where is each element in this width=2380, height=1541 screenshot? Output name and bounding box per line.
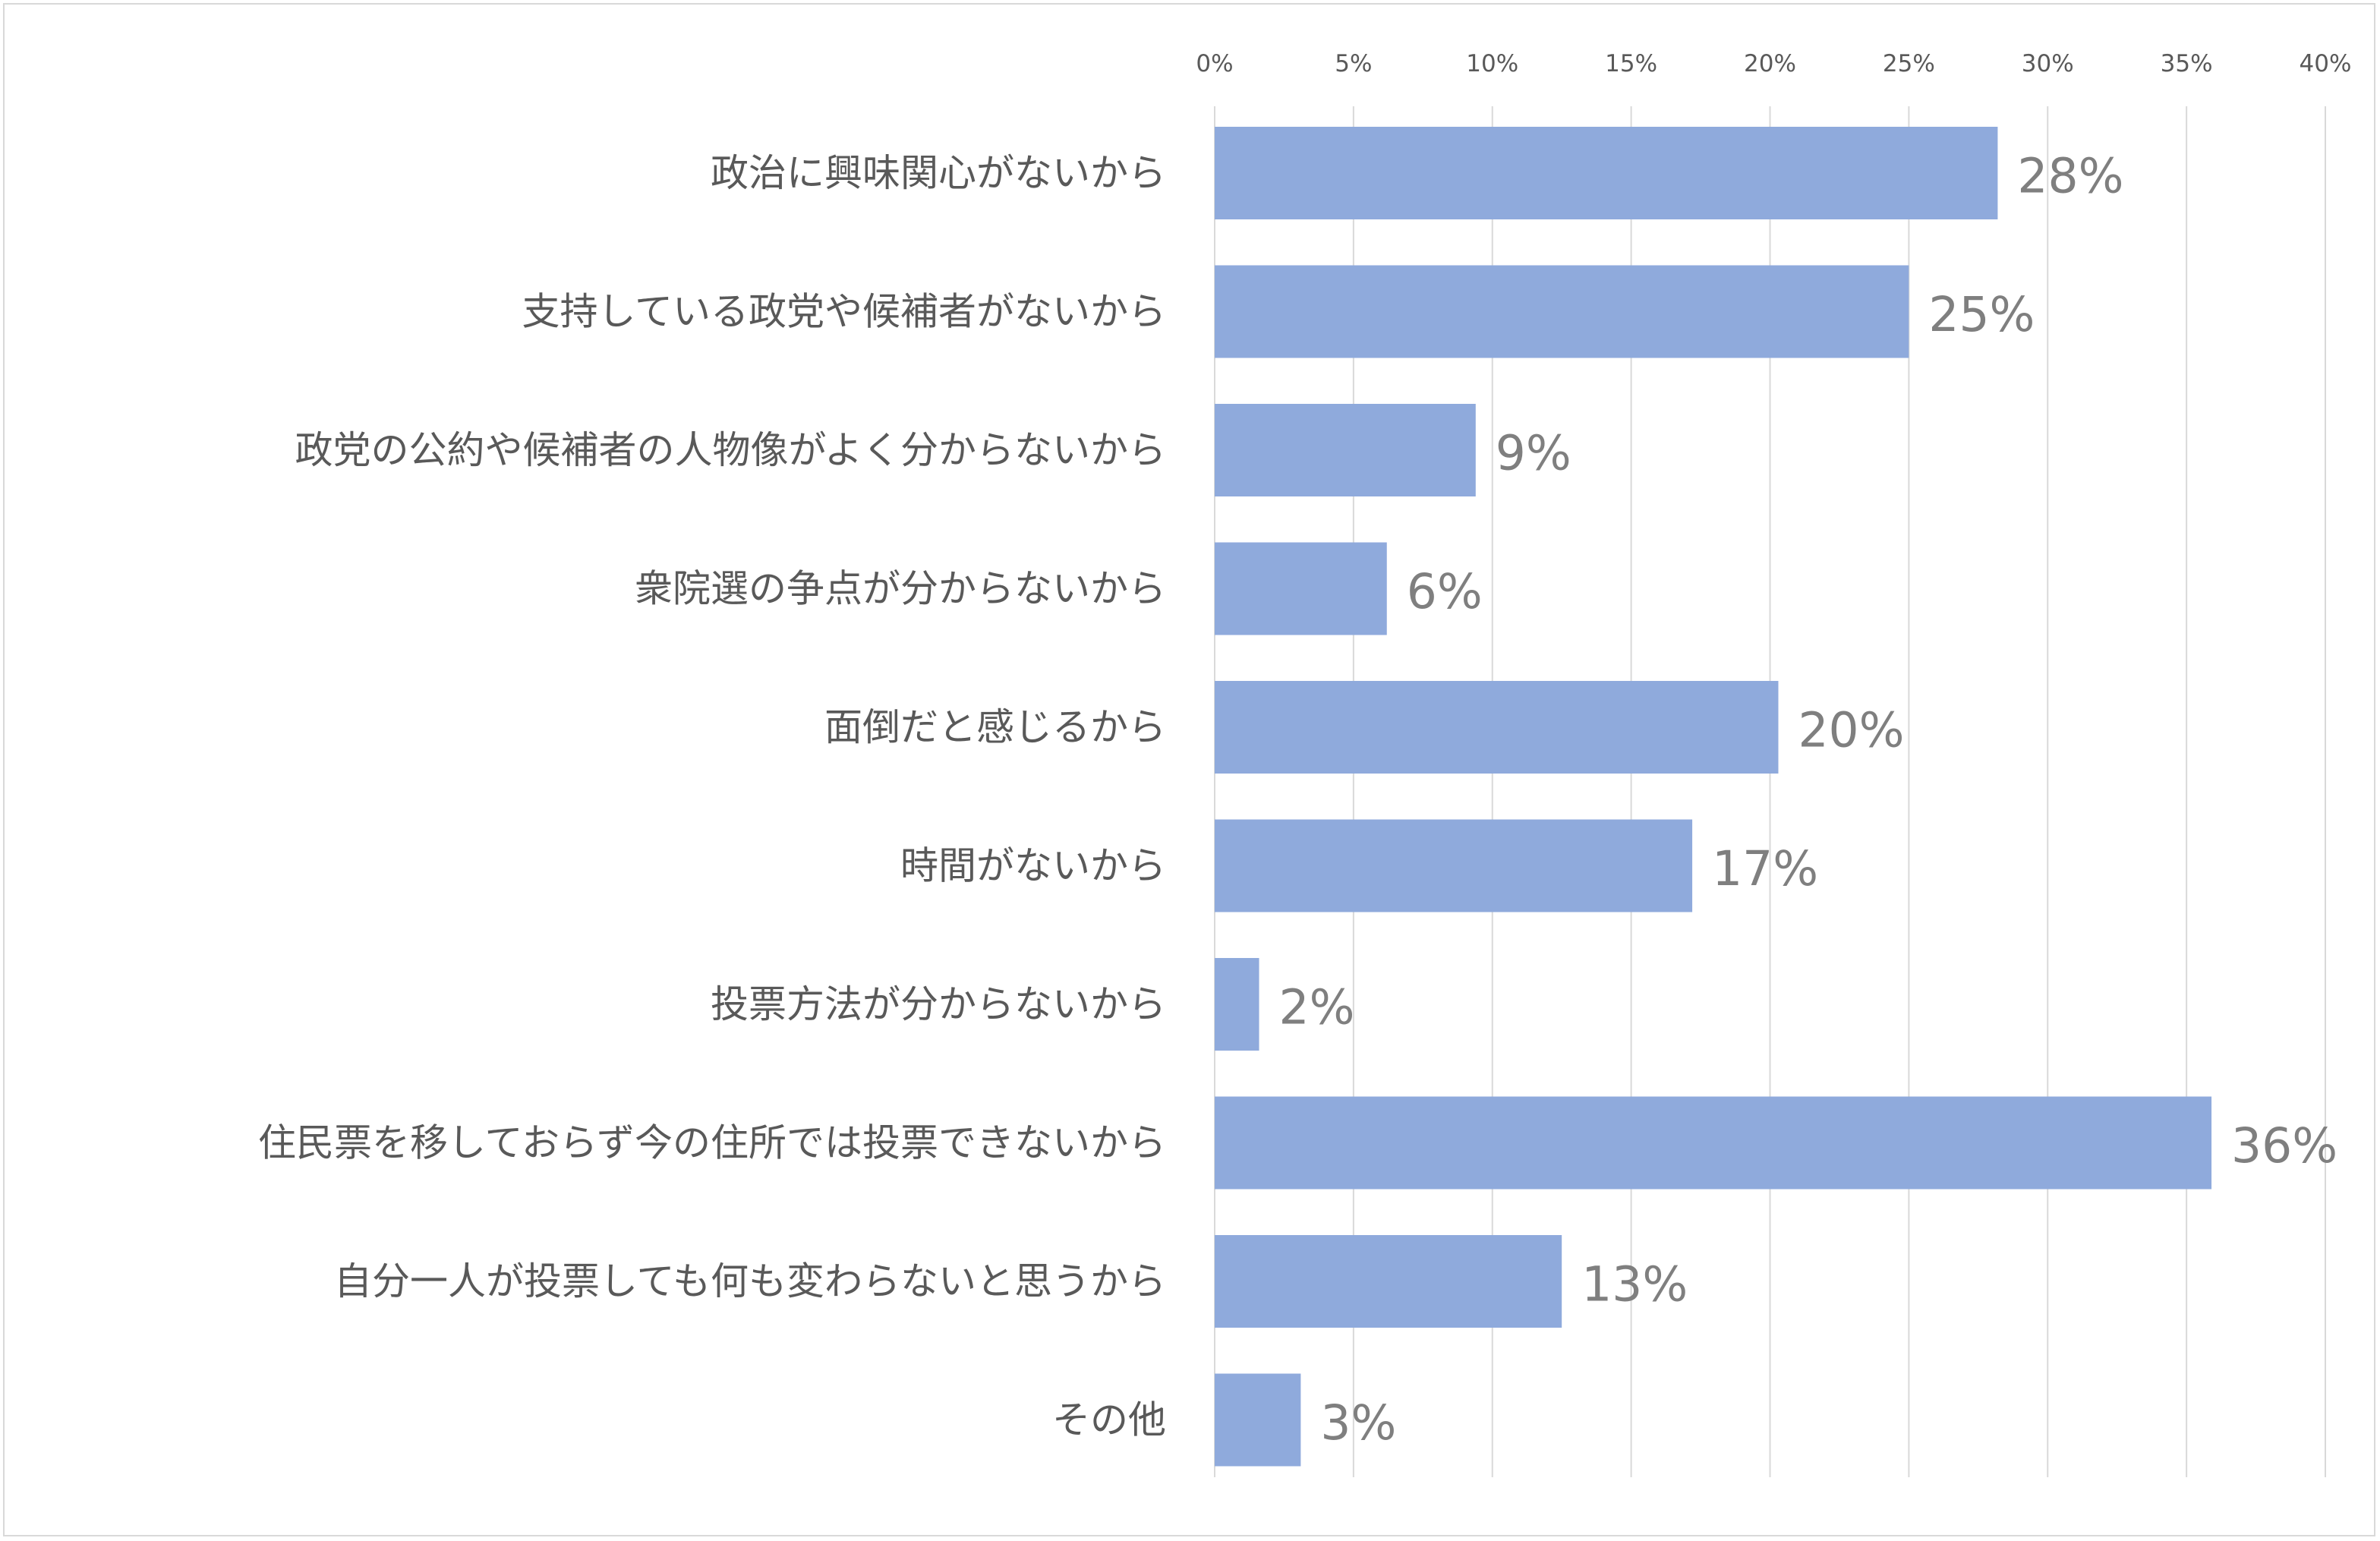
chart-frame: [3, 3, 2375, 1536]
category-label: その他: [1052, 1398, 1166, 1442]
bar: [1215, 542, 1387, 635]
data-label: 20%: [1798, 703, 1904, 758]
x-tick-label: 25%: [1883, 50, 1935, 77]
bar: [1215, 819, 1693, 912]
x-tick-label: 0%: [1196, 50, 1233, 77]
category-label: 衆院選の争点が分からないから: [635, 567, 1166, 611]
x-tick-label: 5%: [1335, 50, 1372, 77]
category-label: 面倒だと感じるから: [824, 705, 1166, 749]
category-label: 支持している政党や候補者がないから: [522, 290, 1167, 334]
bar: [1215, 1235, 1562, 1328]
x-tick-label: 20%: [1744, 50, 1796, 77]
data-label: 6%: [1407, 564, 1483, 619]
bar: [1215, 1373, 1301, 1467]
x-tick-label: 35%: [2161, 50, 2213, 77]
bar: [1215, 265, 1909, 358]
data-label: 25%: [1928, 287, 2035, 342]
data-labels: 28% 25% 9% 6% 20% 17% 2% 36% 13% 3%: [1279, 149, 2338, 1451]
data-label: 28%: [2017, 149, 2123, 204]
bar: [1215, 127, 1998, 219]
category-label: 時間がないから: [900, 844, 1166, 888]
x-tick-label: 15%: [1605, 50, 1657, 77]
bar: [1215, 681, 1779, 774]
data-label: 3%: [1320, 1395, 1396, 1451]
category-label: 住民票を移しておらず今の住所では投票できないから: [258, 1121, 1166, 1165]
data-label: 9%: [1496, 426, 1571, 481]
x-axis-ticks: 0% 5% 10% 15% 20% 25% 30% 35% 40%: [1196, 50, 2351, 77]
category-label: 政治に興味関心がないから: [711, 151, 1166, 195]
x-tick-label: 40%: [2300, 50, 2352, 77]
category-labels: 政治に興味関心がないから支持している政党や候補者がないから政党の公約や候補者の人…: [258, 151, 1166, 1442]
data-label: 36%: [2231, 1118, 2337, 1174]
category-label: 投票方法が分からないから: [711, 982, 1166, 1026]
x-tick-label: 10%: [1466, 50, 1518, 77]
bars: [1215, 127, 2212, 1467]
data-label: 13%: [1581, 1257, 1688, 1313]
data-label: 17%: [1712, 841, 1818, 897]
bar: [1215, 958, 1259, 1051]
data-label: 2%: [1279, 980, 1355, 1035]
bar: [1215, 404, 1476, 496]
category-label: 自分一人が投票しても何も変わらないと思うから: [334, 1259, 1166, 1303]
bar: [1215, 1096, 2212, 1190]
x-tick-label: 30%: [2022, 50, 2074, 77]
category-label: 政党の公約や候補者の人物像がよく分からないから: [295, 428, 1167, 472]
